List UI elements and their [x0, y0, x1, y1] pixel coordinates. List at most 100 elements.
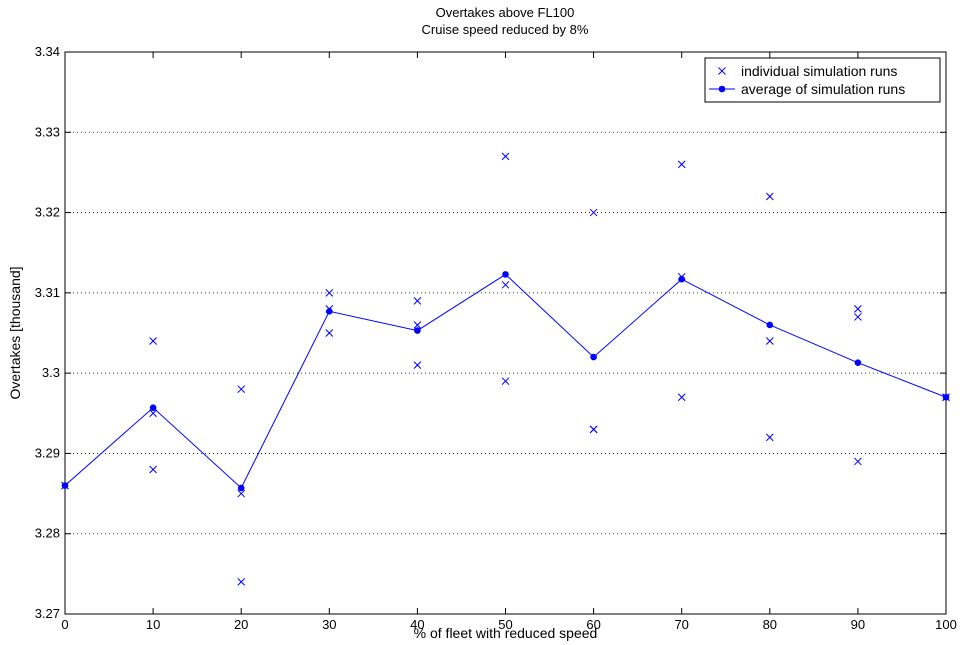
run-point — [325, 305, 334, 313]
cross-stroke-b — [325, 305, 334, 313]
run-point — [765, 192, 774, 201]
run-point — [149, 337, 157, 345]
cross-stroke-b — [61, 481, 69, 490]
legend-marker-x — [718, 67, 726, 75]
y-tick-label: 3.34 — [35, 44, 60, 59]
x-tick-label: 50 — [498, 617, 512, 632]
run-point — [854, 457, 862, 466]
cross-stroke-b — [413, 321, 422, 329]
x-tick-label: 30 — [322, 617, 336, 632]
cross-stroke-b — [413, 361, 422, 369]
cross-stroke-b — [589, 425, 598, 434]
cross-stroke-b — [677, 393, 686, 402]
cross-stroke-b — [149, 465, 157, 474]
x-tick-label: 70 — [674, 617, 688, 632]
average-point — [149, 404, 157, 411]
cross-stroke-b — [854, 313, 862, 321]
run-point — [677, 272, 686, 281]
cross-stroke-b — [765, 433, 774, 442]
run-point — [942, 393, 950, 402]
run-point — [237, 489, 246, 498]
title-group: Overtakes above FL100 Cruise speed reduc… — [422, 5, 589, 37]
run-point — [413, 361, 422, 369]
average-point — [414, 327, 421, 334]
cross-stroke-b — [854, 305, 862, 313]
cross-stroke-b — [854, 457, 862, 466]
cross-stroke-b — [413, 297, 422, 305]
run-point — [237, 385, 246, 394]
run-point — [501, 280, 510, 289]
legend-label-average: average of simulation runs — [741, 81, 905, 97]
x-tick-label: 100 — [935, 617, 957, 632]
run-point — [589, 208, 598, 217]
cross-stroke-b — [765, 192, 774, 201]
run-point — [854, 313, 862, 321]
run-point — [325, 329, 334, 337]
x-tick-label: 80 — [763, 617, 777, 632]
cross-stroke-b — [149, 409, 157, 418]
run-point — [413, 297, 422, 305]
cross-stroke-b — [942, 393, 950, 402]
average-point — [678, 275, 685, 283]
cross-stroke-b — [325, 329, 334, 337]
run-point — [501, 152, 510, 161]
y-tick-label: 3.28 — [35, 526, 60, 541]
y-tick-label: 3.32 — [35, 205, 60, 220]
average-point — [590, 353, 597, 361]
y-tick-label: 3.33 — [35, 124, 60, 139]
run-point — [149, 409, 157, 418]
y-tick-label: 3.3 — [42, 365, 60, 380]
legend: individual simulation runs average of si… — [704, 57, 941, 103]
run-point — [677, 393, 686, 402]
average-point — [502, 271, 509, 278]
legend-marker-line — [709, 85, 735, 93]
cross-stroke-b — [325, 289, 334, 297]
x-axis-ticks: 0 10 20 30 40 50 60 70 80 90 100 — [61, 52, 957, 632]
chart-title: Overtakes above FL100 — [436, 5, 575, 20]
legend-box — [704, 57, 941, 103]
run-point — [589, 425, 598, 434]
y-tick-label: 3.29 — [35, 445, 60, 460]
legend-label-individual: individual simulation runs — [741, 63, 897, 79]
run-point — [501, 377, 510, 386]
x-tick-label: 10 — [146, 617, 160, 632]
run-point — [325, 289, 334, 297]
individual-runs-series — [61, 152, 950, 586]
run-point — [677, 160, 686, 169]
x-tick-label: 60 — [586, 617, 600, 632]
average-series — [61, 271, 950, 492]
run-point — [61, 481, 69, 490]
x-tick-label: 40 — [410, 617, 424, 632]
cross-stroke-b — [589, 208, 598, 217]
cross-stroke-b — [501, 152, 510, 161]
average-point — [237, 484, 245, 492]
x-tick-label: 0 — [61, 617, 68, 632]
plot-area — [65, 52, 946, 614]
run-point — [765, 337, 774, 345]
run-point — [413, 321, 422, 329]
y-axis-label: Overtakes [thousand] — [7, 266, 23, 399]
cross-stroke-b — [677, 160, 686, 169]
x-tick-label: 90 — [851, 617, 865, 632]
cross-stroke-b — [237, 578, 246, 586]
cross-stroke-b — [765, 337, 774, 345]
average-point — [854, 359, 862, 367]
grid — [65, 131, 946, 535]
cross-stroke-b — [237, 385, 246, 394]
legend-dot — [718, 85, 726, 93]
cross-stroke-b — [237, 489, 246, 498]
y-axis-ticks: 3.27 3.28 3.29 3.3 3.31 3.32 3.33 3.34 — [35, 44, 946, 621]
cross-stroke-b — [149, 337, 157, 345]
run-point — [765, 433, 774, 442]
cross-stroke-b — [501, 280, 510, 289]
x-tick-label: 20 — [234, 617, 248, 632]
run-point — [237, 578, 246, 586]
legend-cross — [718, 67, 726, 75]
chart-subtitle: Cruise speed reduced by 8% — [422, 22, 589, 37]
y-tick-label: 3.31 — [35, 285, 60, 300]
average-point — [766, 321, 774, 329]
x-axis-label: % of fleet with reduced speed — [414, 625, 598, 641]
run-point — [149, 465, 157, 474]
cross-stroke-b — [677, 272, 686, 281]
